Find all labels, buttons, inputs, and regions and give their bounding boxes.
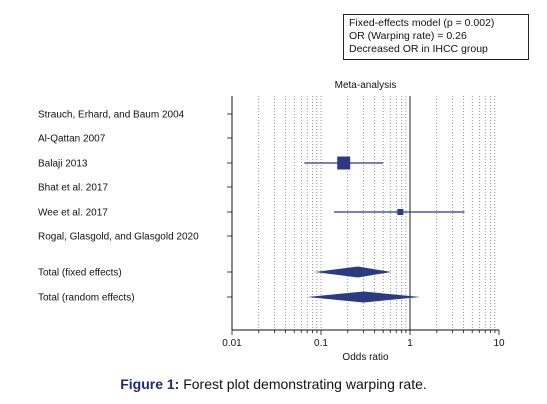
row-label: Total (random effects)	[38, 293, 135, 304]
row-label: Total (fixed effects)	[38, 268, 122, 279]
caption-text: Forest plot demonstrating warping rate.	[179, 376, 427, 392]
chart-title: Meta-analysis	[335, 80, 397, 91]
annotation-line-3: Decreased OR in IHCC group	[349, 43, 488, 55]
annotation-box: Fixed-effects model (p = 0.002) OR (Warp…	[343, 14, 529, 60]
x-tick-label: 0.1	[314, 338, 328, 349]
x-tick-label: 10	[493, 338, 505, 349]
row-label: Wee et al. 2017	[38, 208, 108, 219]
pooled-diamond	[307, 291, 421, 303]
row-label: Strauch, Erhard, and Baum 2004	[38, 110, 185, 121]
annotation-line-1: Fixed-effects model (p = 0.002)	[349, 17, 495, 29]
point-estimate	[397, 209, 404, 215]
pooled-diamond	[314, 266, 392, 278]
x-axis-label: Odds ratio	[342, 352, 389, 363]
caption-prefix: Figure 1:	[120, 376, 180, 392]
estimate-marks	[304, 156, 465, 303]
x-tick-label: 1	[407, 338, 413, 349]
row-label: Balaji 2013	[38, 159, 88, 170]
study-rows: Strauch, Erhard, and Baum 2004 Al-Qattan …	[38, 110, 199, 304]
figure-caption: Figure 1: Forest plot demonstrating warp…	[0, 376, 547, 392]
x-tick-label: 0.01	[222, 338, 242, 349]
annotation-line-2: OR (Warping rate) = 0.26	[349, 30, 467, 42]
row-label: Bhat et al. 2017	[38, 183, 108, 194]
point-estimate	[337, 156, 351, 170]
y-ticks	[227, 113, 232, 298]
x-ticks: 0.01 0.1 1 10	[222, 330, 505, 349]
row-label: Al-Qattan 2007	[38, 134, 106, 145]
row-label: Rogal, Glasgold, and Glasgold 2020	[38, 232, 199, 243]
